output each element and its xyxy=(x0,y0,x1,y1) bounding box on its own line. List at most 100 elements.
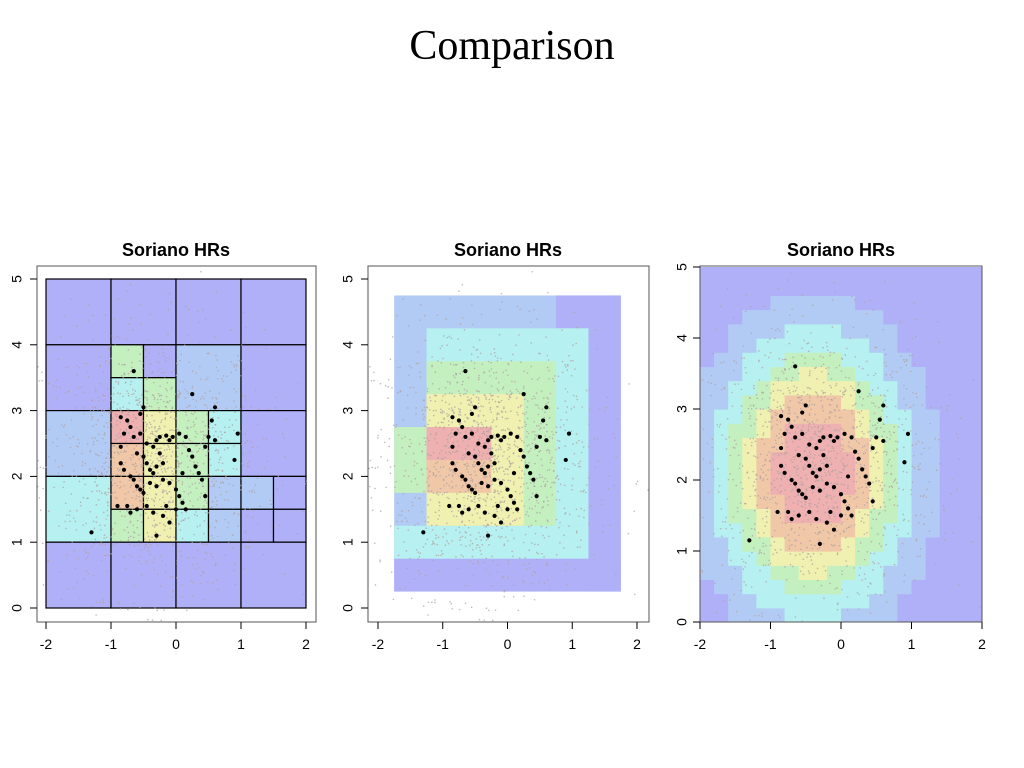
pitch-point xyxy=(192,413,195,416)
pitch-point xyxy=(865,482,867,484)
pitch-point xyxy=(836,553,839,556)
pitch-point xyxy=(840,483,843,486)
pitch-point xyxy=(187,517,190,519)
pitch-point xyxy=(140,562,143,565)
pitch-point xyxy=(483,524,485,527)
pitch-point xyxy=(94,538,97,541)
pitch-point xyxy=(724,521,727,523)
pitch-point xyxy=(597,460,600,463)
pitch-point xyxy=(799,396,801,399)
pitch-point xyxy=(547,449,549,451)
pitch-point xyxy=(832,506,835,508)
pitch-point xyxy=(491,585,493,587)
density-cell xyxy=(700,338,715,353)
pitch-point xyxy=(126,408,128,410)
pitch-point xyxy=(113,444,116,447)
pitch-point xyxy=(702,458,705,460)
density-cell xyxy=(855,579,870,595)
pitch-point xyxy=(853,567,856,569)
pitch-point xyxy=(519,517,521,519)
pitch-point xyxy=(414,496,417,499)
pitch-point xyxy=(774,496,776,498)
slide-title: Comparison xyxy=(409,23,615,69)
pitch-point xyxy=(360,454,362,456)
pitch-point xyxy=(792,356,794,359)
pitch-point xyxy=(937,341,940,343)
pitch-point xyxy=(74,394,77,397)
pitch-point xyxy=(760,438,763,441)
pitch-point xyxy=(193,461,195,463)
pitch-point xyxy=(464,413,467,416)
pitch-point xyxy=(96,475,99,477)
pitch-point xyxy=(466,390,468,392)
density-cell xyxy=(869,565,884,580)
pitch-point xyxy=(265,438,267,440)
pitch-point xyxy=(754,456,757,458)
pitch-point xyxy=(191,385,194,388)
pitch-point xyxy=(490,498,493,501)
pitch-point xyxy=(120,485,122,488)
pitch-point xyxy=(470,480,472,482)
pitch-point xyxy=(178,465,180,468)
pitch-point xyxy=(119,510,121,513)
density-cell xyxy=(756,394,772,410)
pitch-point xyxy=(797,372,800,375)
pitch-point xyxy=(201,309,204,311)
pitch-point xyxy=(187,392,190,395)
pitch-point xyxy=(510,410,512,412)
pitch-point xyxy=(510,359,513,362)
pitch-point xyxy=(257,408,260,411)
density-cell xyxy=(756,409,772,424)
pitch-point xyxy=(444,544,447,547)
pitch-point xyxy=(92,520,95,523)
pitch-point xyxy=(446,336,449,339)
pitch-point xyxy=(785,464,787,466)
pitch-point xyxy=(157,460,160,462)
pitch-point xyxy=(466,497,469,500)
pitch-point xyxy=(853,469,855,471)
pitch-point xyxy=(745,562,747,564)
pitch-point xyxy=(391,387,393,389)
pitch-point xyxy=(135,489,138,492)
pitch-point xyxy=(127,322,130,325)
hr-point xyxy=(421,530,426,535)
pitch-point xyxy=(142,362,144,364)
pitch-point xyxy=(466,396,469,398)
hr-point xyxy=(151,471,156,476)
pitch-point xyxy=(859,466,862,468)
density-cell xyxy=(953,380,969,396)
density-cell xyxy=(784,309,800,325)
pitch-point xyxy=(53,384,55,387)
pitch-point xyxy=(202,430,204,433)
pitch-point xyxy=(788,407,791,409)
pitch-point xyxy=(232,467,235,470)
pitch-point xyxy=(784,537,786,539)
pitch-point xyxy=(915,538,918,540)
pitch-point xyxy=(128,414,130,416)
pitch-point xyxy=(814,367,816,370)
density-cell xyxy=(812,494,828,509)
pitch-point xyxy=(513,443,516,446)
pitch-point xyxy=(465,545,467,548)
density-cell xyxy=(883,565,898,580)
pitch-point xyxy=(853,427,856,430)
pitch-point xyxy=(792,565,794,568)
pitch-point xyxy=(776,406,779,409)
pitch-point xyxy=(110,395,113,397)
density-cell xyxy=(855,352,870,367)
pitch-point xyxy=(508,461,511,463)
pitch-point xyxy=(515,344,517,346)
pitch-point xyxy=(519,361,522,364)
pitch-point xyxy=(511,529,513,531)
pitch-point xyxy=(820,365,823,368)
hr-point xyxy=(131,434,136,440)
pitch-point xyxy=(853,389,856,392)
pitch-point xyxy=(877,467,880,469)
pitch-point xyxy=(166,492,168,495)
pitch-point xyxy=(520,439,523,442)
density-cell xyxy=(714,423,729,438)
hr-point xyxy=(544,438,549,443)
pitch-point xyxy=(194,568,197,570)
pitch-point xyxy=(797,474,799,477)
pitch-point xyxy=(93,527,96,530)
